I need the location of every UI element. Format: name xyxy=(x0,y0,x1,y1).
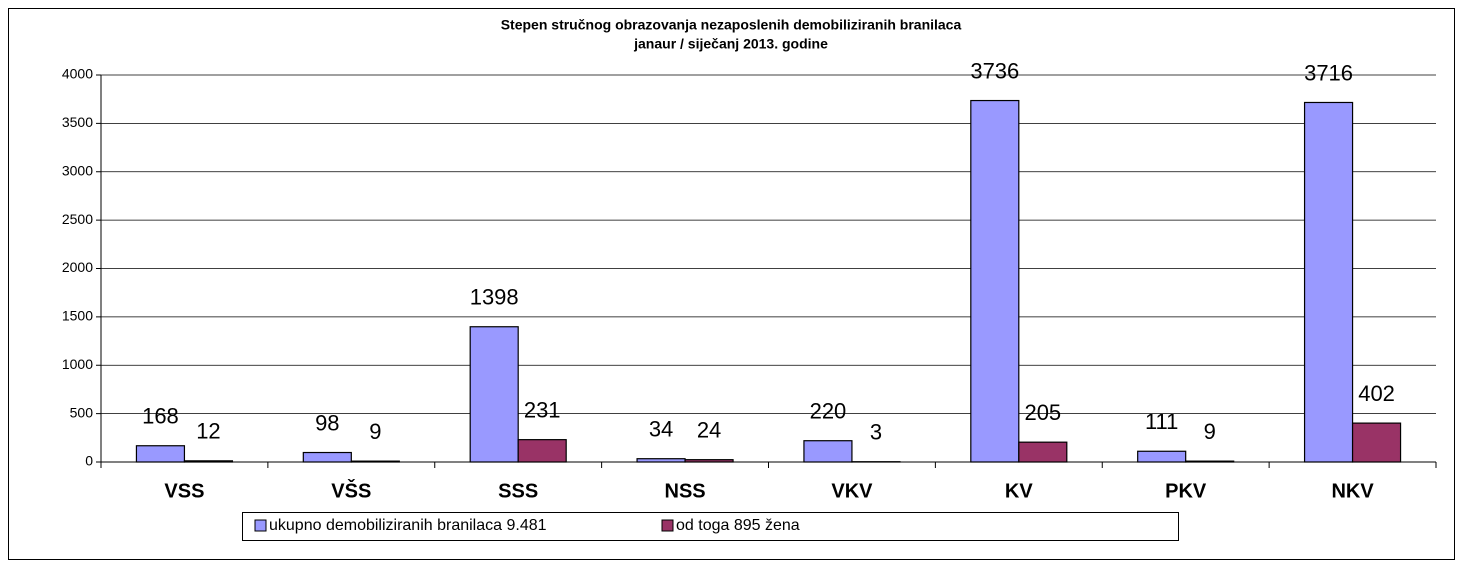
x-tick-label: PKV xyxy=(1165,480,1207,502)
value-label: 3 xyxy=(870,420,882,445)
x-tick-label: VŠS xyxy=(331,478,371,502)
value-label: 24 xyxy=(697,417,721,442)
value-label: 402 xyxy=(1358,381,1395,406)
bar xyxy=(517,439,567,463)
bar xyxy=(803,440,853,463)
bar xyxy=(469,326,519,463)
value-label: 168 xyxy=(142,404,179,429)
value-label: 3736 xyxy=(970,58,1019,83)
legend-box xyxy=(242,512,1179,541)
bar xyxy=(970,99,1020,463)
legend-swatch xyxy=(254,519,267,532)
value-label: 98 xyxy=(315,410,339,435)
chart-title: Stepen stručnog obrazovanja nezaposlenih… xyxy=(501,17,962,33)
bar xyxy=(1018,441,1068,463)
value-label: 1398 xyxy=(470,285,519,310)
value-label: 12 xyxy=(196,419,220,444)
value-label: 111 xyxy=(1145,409,1178,434)
legend-label: od toga 895 žena xyxy=(676,517,800,534)
bar xyxy=(302,451,352,463)
y-tick-label: 1000 xyxy=(62,356,93,372)
y-tick-label: 3000 xyxy=(62,162,93,178)
bar xyxy=(1351,422,1402,463)
bar xyxy=(135,445,186,463)
value-label: 231 xyxy=(524,397,561,422)
value-label: 220 xyxy=(810,399,847,424)
legend-label: ukupno demobiliziranih branilaca 9.481 xyxy=(269,517,547,534)
value-label: 34 xyxy=(649,417,673,442)
value-label: 9 xyxy=(369,419,381,444)
bar xyxy=(1303,101,1354,463)
chart-border xyxy=(8,8,1455,560)
chart-subtitle: janaur / siječanj 2013. godine xyxy=(633,36,828,52)
y-tick-label: 4000 xyxy=(62,66,93,82)
value-label: 3716 xyxy=(1304,60,1353,85)
x-tick-label: SSS xyxy=(498,480,538,502)
x-tick-label: KV xyxy=(1005,480,1033,502)
y-tick-label: 2500 xyxy=(62,211,93,227)
x-tick-label: VKV xyxy=(831,480,873,502)
y-tick-label: 3500 xyxy=(62,114,93,130)
x-tick-label: NSS xyxy=(665,480,706,502)
value-label: 9 xyxy=(1204,419,1216,444)
value-label: 205 xyxy=(1024,400,1061,425)
x-tick-label: VSS xyxy=(164,480,204,502)
y-tick-label: 1500 xyxy=(62,308,93,324)
y-tick-label: 2000 xyxy=(62,259,93,275)
bar xyxy=(1137,450,1187,463)
y-tick-label: 0 xyxy=(85,453,93,469)
x-tick-label: NKV xyxy=(1331,480,1374,502)
y-tick-label: 500 xyxy=(70,404,94,420)
legend-swatch xyxy=(661,519,674,532)
